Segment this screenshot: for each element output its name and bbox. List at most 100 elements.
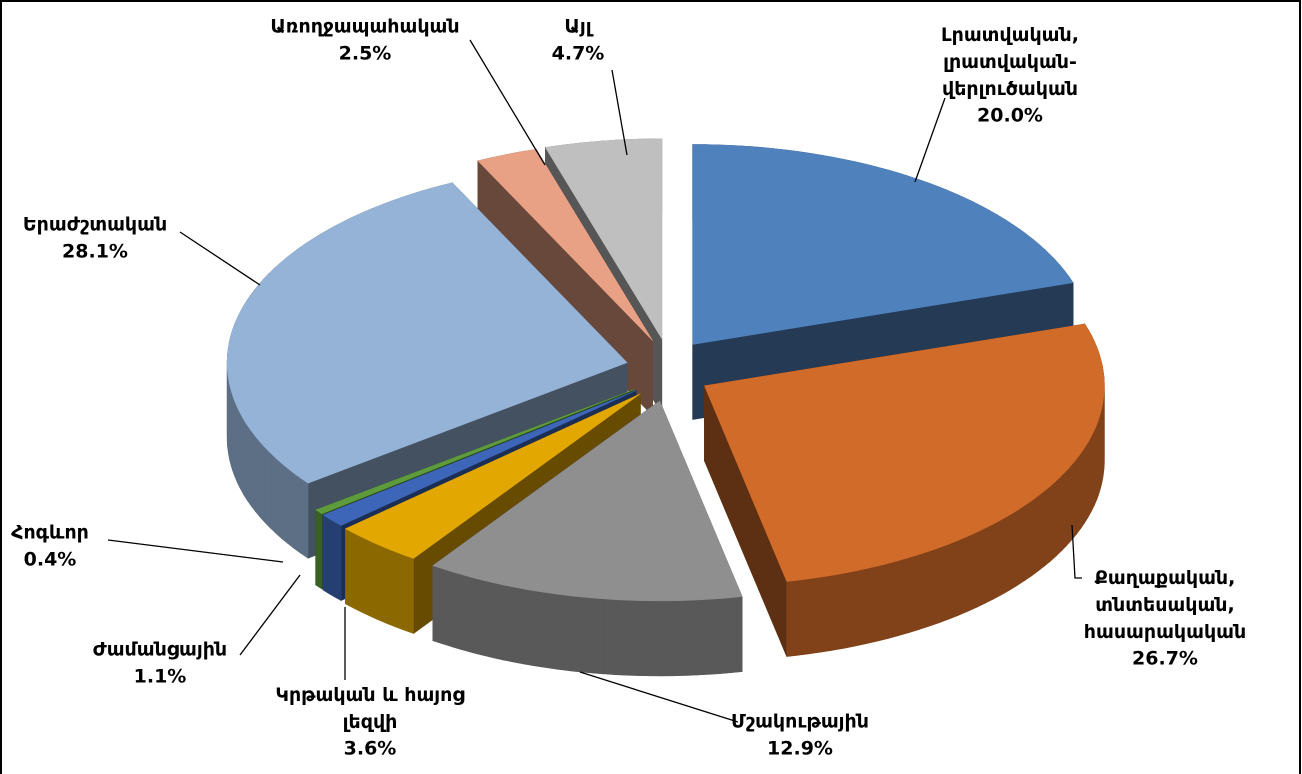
slice-side: [300, 477, 309, 559]
slice-side: [580, 596, 593, 674]
category-label: Կրթական և հայոց լեզվի: [275, 684, 464, 733]
slice-side: [264, 446, 271, 529]
value-label: 28.1%: [62, 241, 128, 263]
slice-side: [626, 599, 639, 676]
slice-side: [992, 519, 1002, 600]
category-label: Այլ: [564, 16, 593, 38]
value-label: 20.0%: [977, 105, 1043, 127]
slice-side: [1030, 495, 1039, 577]
slice-side: [404, 554, 414, 634]
slice-side: [243, 418, 248, 502]
slice-side: [1087, 436, 1092, 518]
slice-side: [719, 597, 731, 675]
slice-side: [786, 579, 799, 657]
slice-side: [514, 586, 526, 665]
slice: [477, 149, 653, 341]
slice-side: [275, 457, 282, 539]
slice-side: [386, 547, 396, 628]
slice-side: [866, 565, 878, 644]
slice-side: [1016, 505, 1025, 587]
slice-side: [482, 579, 494, 659]
slice-side: [547, 592, 559, 670]
slice-side: [315, 509, 320, 588]
category-label: Լրատվական, լրատվական-վերլուծական: [941, 24, 1079, 100]
slice-side: [237, 407, 241, 489]
slice: [322, 390, 637, 526]
slice-side: [255, 435, 261, 518]
slice-side: [1066, 463, 1073, 546]
slice-side: [707, 598, 720, 675]
label-line: Քաղաքական,: [1095, 567, 1236, 589]
slice-side: [369, 540, 379, 621]
category-label: Առողջապահական: [270, 16, 459, 38]
label-line: լեզվի: [343, 711, 398, 733]
slice-side: [649, 600, 662, 677]
slice-side: [898, 557, 910, 636]
category-label: Քաղաքական, տնտեսական, հասարակական: [1084, 567, 1246, 643]
label-line: հասարակական: [1084, 621, 1246, 643]
label-line: Կրթական և հայոց: [275, 684, 464, 706]
slice-side: [287, 467, 295, 550]
slice-side: [1056, 474, 1063, 557]
leader-line: [469, 39, 546, 166]
slice: [344, 393, 641, 559]
value-label: 0.4%: [24, 549, 77, 571]
slice-side: [730, 596, 743, 674]
slice-side: [352, 532, 362, 613]
slice-side: [798, 578, 811, 656]
slice-side: [293, 472, 302, 554]
slice-side: [957, 536, 968, 616]
slice-side: [1008, 510, 1018, 591]
slice-side: [360, 536, 370, 617]
slice-side: [592, 597, 605, 675]
slice-side: [432, 565, 443, 645]
slice-side: [536, 590, 548, 669]
leader-line: [579, 671, 739, 723]
slice-side: [569, 595, 582, 673]
slice-side: [377, 544, 387, 624]
slice-side: [1076, 452, 1082, 535]
slice: [226, 182, 628, 484]
slice-side: [269, 452, 276, 534]
slice-side: [984, 523, 994, 604]
slice-side: [832, 572, 845, 651]
slice-side: [395, 551, 405, 631]
label-line: լրատվական-: [943, 51, 1077, 73]
slice-side: [472, 577, 483, 656]
leader-line: [611, 69, 628, 156]
slice-group: [432, 400, 743, 677]
slice-side: [503, 584, 515, 663]
slice-side: [328, 518, 336, 598]
slice-side: [558, 594, 571, 672]
category-label: Երաժշտական: [23, 214, 167, 236]
leader-line: [107, 539, 284, 563]
label-line: տնտեսական,: [1095, 594, 1234, 616]
value-label: 3.6%: [344, 738, 397, 760]
slice-side: [259, 441, 266, 524]
slice-side: [809, 576, 822, 655]
slice-side: [928, 547, 940, 627]
value-label: 4.7%: [552, 43, 605, 65]
category-label: Հոգևոր: [11, 522, 89, 544]
slice-side: [345, 528, 354, 609]
slice-side: [525, 588, 537, 667]
category-label: Մշակութային: [731, 711, 869, 733]
slice-side: [975, 527, 985, 609]
slice: [692, 144, 1074, 345]
slice-side: [462, 574, 473, 653]
label-line: վերլուծական: [942, 78, 1078, 100]
slice-side: [855, 568, 867, 647]
slice-side: [603, 598, 616, 676]
leader-line: [1071, 524, 1082, 579]
slice-side: [843, 570, 856, 649]
slice-side: [1091, 430, 1095, 512]
leader-line: [179, 231, 261, 286]
slice: [704, 323, 1105, 582]
slice-side: [638, 600, 651, 677]
leader-line: [239, 574, 301, 656]
slice-side: [250, 429, 256, 513]
value-label: 2.5%: [339, 43, 392, 65]
slice-side: [246, 424, 252, 507]
